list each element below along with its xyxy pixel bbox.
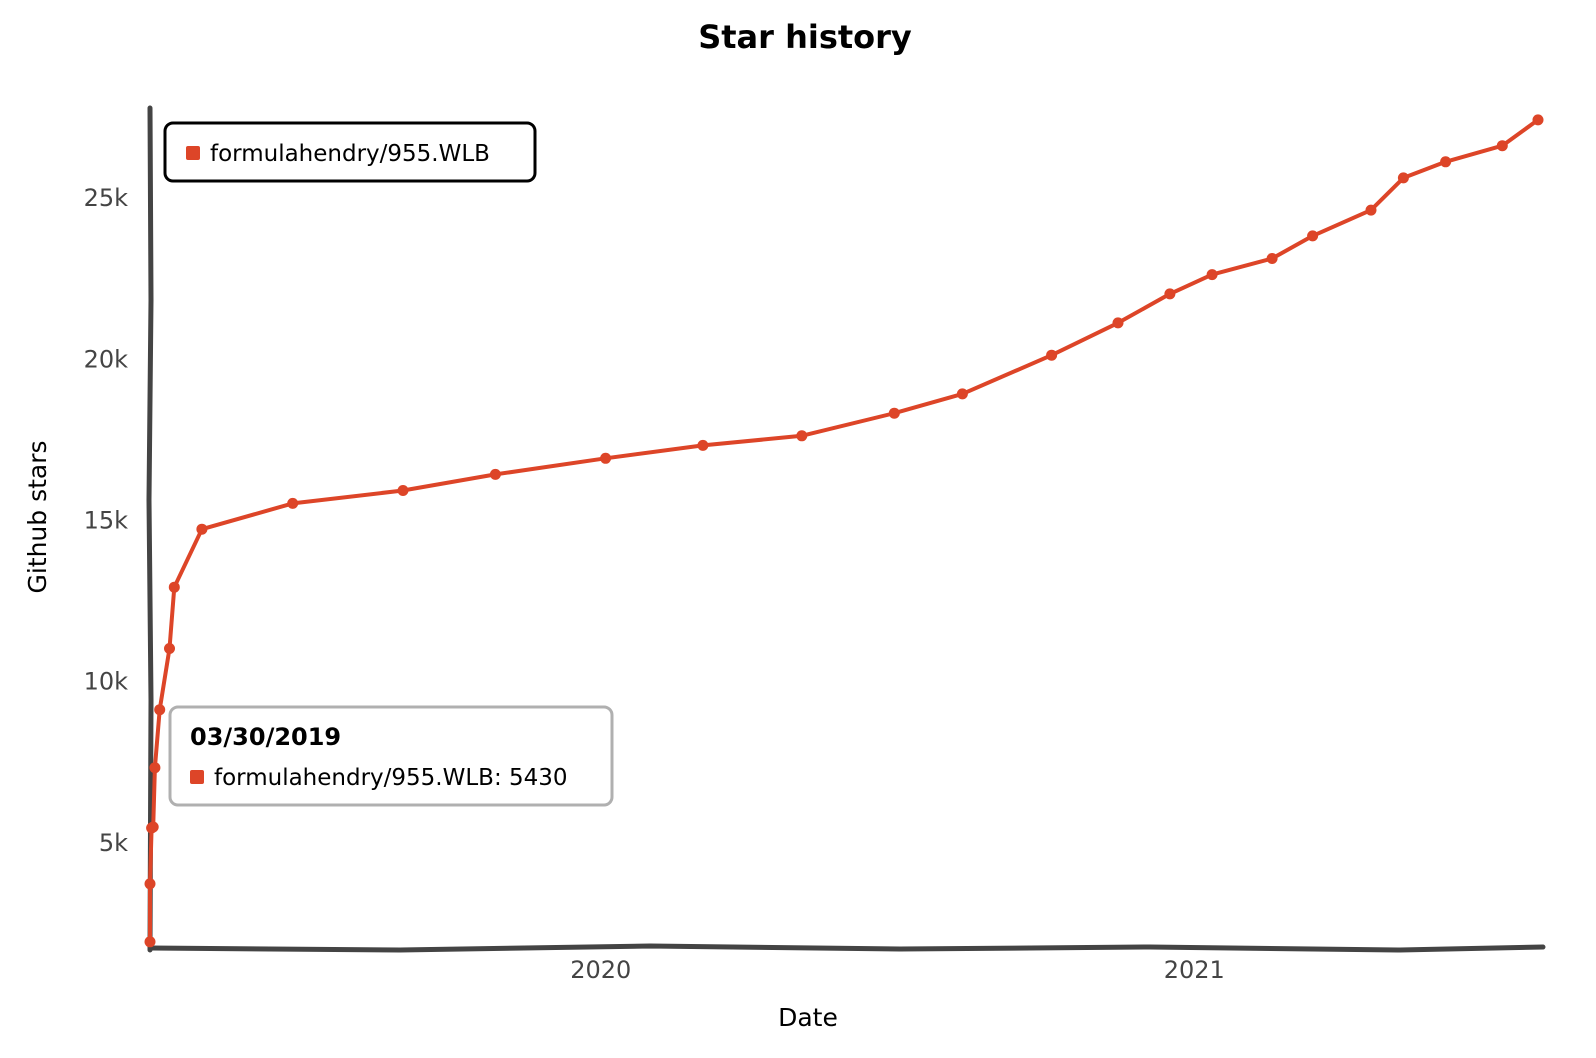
series-points [144,114,1544,948]
x-tick-label: 2020 [570,956,631,984]
x-tick-labels: 2020 2021 [570,956,1225,984]
series-point [1206,269,1218,281]
series-point [1440,156,1452,168]
series-point [149,762,161,774]
y-tick-label: 25k [84,184,129,212]
series-point [1164,288,1176,300]
series-line [148,117,1540,944]
series-point [1496,140,1508,152]
series-point [397,485,409,496]
y-axis-label: Github stars [23,440,52,593]
series-point [956,388,968,400]
tooltip-box [168,705,614,807]
series-point [144,878,156,890]
series-point [1397,172,1409,184]
series-point [888,407,900,419]
series-point [489,468,501,480]
chart-title: Star history [698,18,912,56]
series-point [154,704,166,716]
x-axis-label: Date [778,1003,838,1032]
y-tick-label: 20k [84,345,129,373]
y-tick-label: 5k [99,829,128,857]
series-point [1266,253,1278,264]
legend-series-label: formulahendry/955.WLB [210,141,490,167]
legend: formulahendry/955.WLB [163,121,537,183]
series-point [1112,317,1124,329]
x-axis-line [147,943,1546,953]
series-point [1532,114,1544,126]
tooltip-swatch [190,770,204,784]
series-point [796,430,808,442]
series-point [144,936,156,948]
tooltip-date: 03/30/2019 [190,723,341,751]
tooltip-value: formulahendry/955.WLB: 5430 [214,765,568,791]
series-point [697,439,709,451]
tooltip: 03/30/2019 formulahendry/955.WLB: 5430 [168,705,614,807]
y-axis-line [146,105,154,953]
y-tick-label: 10k [84,668,129,696]
series-point [287,497,299,509]
legend-swatch [186,146,200,160]
series-point [164,643,175,654]
series-point [196,523,208,535]
series-point [147,821,159,833]
series-point [1046,349,1058,361]
series-point [168,581,180,593]
x-tick-label: 2021 [1164,956,1225,984]
series-point [1365,204,1377,216]
legend-box [163,121,537,183]
y-tick-label: 15k [84,507,129,535]
y-tick-labels: 5k 10k 15k 20k 25k [84,184,129,857]
series-point [600,452,612,464]
series-point [1307,230,1319,242]
